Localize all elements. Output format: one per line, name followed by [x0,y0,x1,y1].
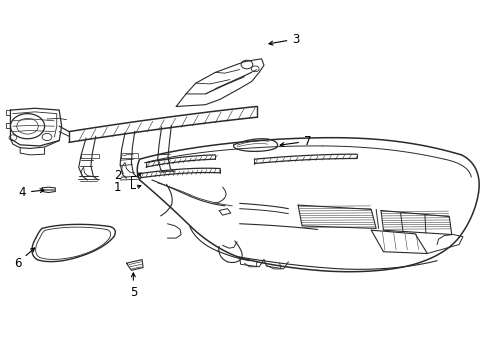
Text: 3: 3 [268,32,299,46]
Text: 2: 2 [114,169,122,182]
Text: 4: 4 [19,186,44,199]
Text: 1: 1 [114,181,122,194]
Text: 5: 5 [129,273,137,299]
Text: 6: 6 [14,248,35,270]
Text: 7: 7 [280,135,311,148]
